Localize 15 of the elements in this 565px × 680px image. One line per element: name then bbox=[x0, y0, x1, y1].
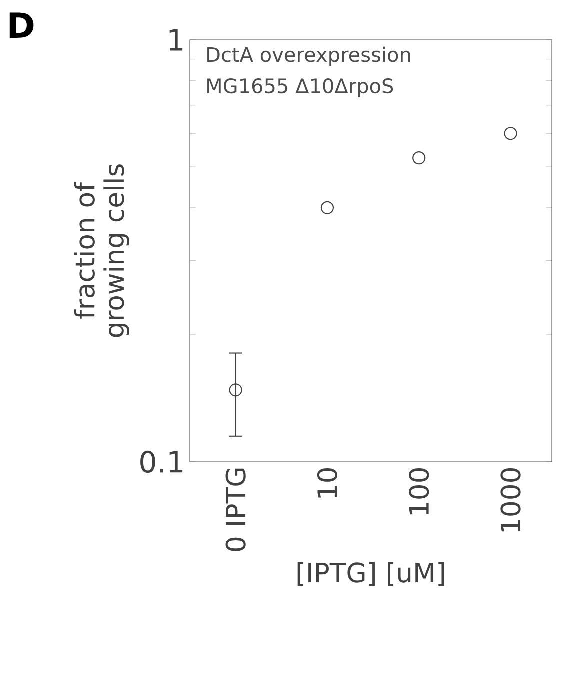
x-tick-label: 100 bbox=[409, 468, 430, 515]
x-tick-label: 1000 bbox=[500, 468, 521, 532]
y-tick-label: 1 bbox=[170, 29, 183, 51]
point bbox=[412, 152, 426, 165]
x-tick-label: 0 IPTG bbox=[226, 468, 246, 552]
x-tick-label: 10 bbox=[317, 468, 338, 498]
point bbox=[504, 127, 518, 140]
annotation: MG1655 Δ10ΔrpoS bbox=[208, 78, 394, 98]
point bbox=[320, 201, 334, 214]
x-axis-title: [IPTG] [uM] bbox=[298, 562, 444, 586]
chart-title: D bbox=[10, 12, 34, 38]
y-tick-label: 0.1 bbox=[140, 450, 183, 474]
point bbox=[229, 384, 242, 397]
annotation: DctA overexpression bbox=[208, 46, 410, 66]
y-axis-title: fraction of growing cells bbox=[74, 164, 130, 338]
